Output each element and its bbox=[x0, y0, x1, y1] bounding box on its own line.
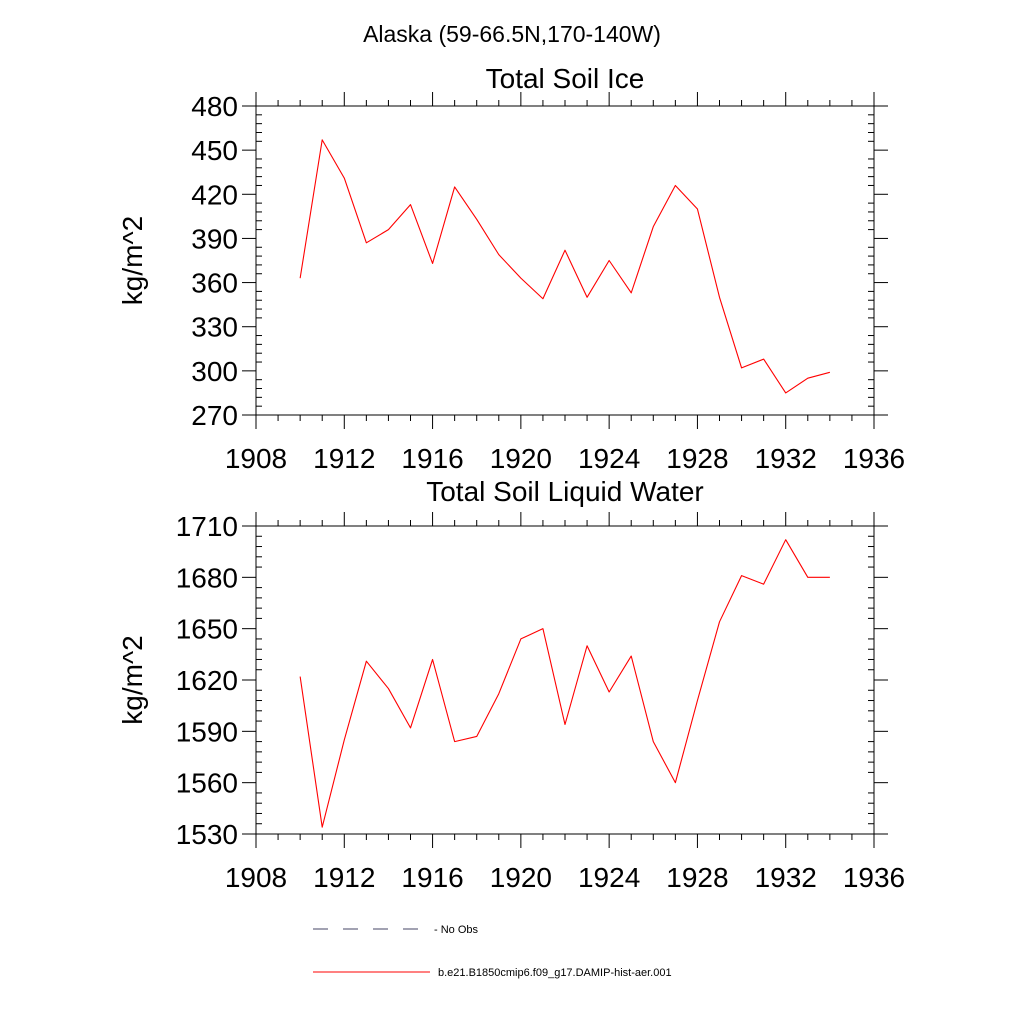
x-tick-label: 1912 bbox=[313, 862, 375, 893]
y-tick-label: 1620 bbox=[176, 665, 238, 696]
x-tick-label: 1920 bbox=[490, 862, 552, 893]
legend: - No Obs b.e21.B1850cmip6.f09_g17.DAMIP-h… bbox=[313, 924, 672, 979]
x-tick-label: 1908 bbox=[225, 862, 287, 893]
plot-frame bbox=[255, 105, 875, 416]
y-tick-label: 1710 bbox=[176, 511, 238, 542]
x-tick-label: 1916 bbox=[401, 443, 463, 474]
x-tick-label: 1916 bbox=[401, 862, 463, 893]
x-tick-label: 1908 bbox=[225, 443, 287, 474]
x-tick-label: 1936 bbox=[843, 862, 905, 893]
y-tick-label: 1650 bbox=[176, 614, 238, 645]
y-tick-label: 300 bbox=[191, 356, 238, 387]
panel-total-soil-ice: Total Soil Ice kg/m^2 1908 1912 1916 1920 1924… bbox=[117, 63, 905, 474]
series-line bbox=[299, 139, 831, 394]
x-tick-label: 1928 bbox=[666, 862, 728, 893]
series-line bbox=[299, 539, 830, 828]
y-tick-label: 330 bbox=[191, 312, 238, 343]
x-tick-label: 1932 bbox=[755, 862, 817, 893]
legend-label: - No Obs bbox=[434, 924, 479, 936]
panel-title: Total Soil Liquid Water bbox=[426, 476, 704, 507]
panel-title: Total Soil Ice bbox=[486, 63, 645, 94]
x-tick-label: 1912 bbox=[313, 443, 375, 474]
panel-total-soil-liquid-water: Total Soil Liquid Water kg/m^2 1908 1912 191… bbox=[117, 476, 905, 893]
x-tick-label: 1936 bbox=[843, 443, 905, 474]
y-tick-label: 360 bbox=[191, 268, 238, 299]
x-tick-label: 1920 bbox=[490, 443, 552, 474]
y-tick-label: 480 bbox=[191, 91, 238, 122]
y-tick-label: 450 bbox=[191, 135, 238, 166]
x-tick-label: 1932 bbox=[755, 443, 817, 474]
y-tick-label: 1680 bbox=[176, 562, 238, 593]
y-tick-label: 1530 bbox=[176, 819, 238, 850]
y-tick-label: 390 bbox=[191, 223, 238, 254]
y-tick-label: 1560 bbox=[176, 768, 238, 799]
x-tick-label: 1924 bbox=[578, 443, 640, 474]
x-tick-label: 1924 bbox=[578, 862, 640, 893]
figure-title: Alaska (59-66.5N,170-140W) bbox=[363, 21, 661, 47]
plot-frame bbox=[255, 525, 875, 835]
y-tick-label: 1590 bbox=[176, 716, 238, 747]
y-tick-label: 270 bbox=[191, 400, 238, 431]
x-tick-label: 1928 bbox=[666, 443, 728, 474]
legend-label: b.e21.B1850cmip6.f09_g17.DAMIP-hist-aer.… bbox=[438, 967, 672, 979]
y-axis-label: kg/m^2 bbox=[117, 635, 148, 724]
y-tick-label: 420 bbox=[191, 179, 238, 210]
y-axis-label: kg/m^2 bbox=[117, 216, 148, 305]
